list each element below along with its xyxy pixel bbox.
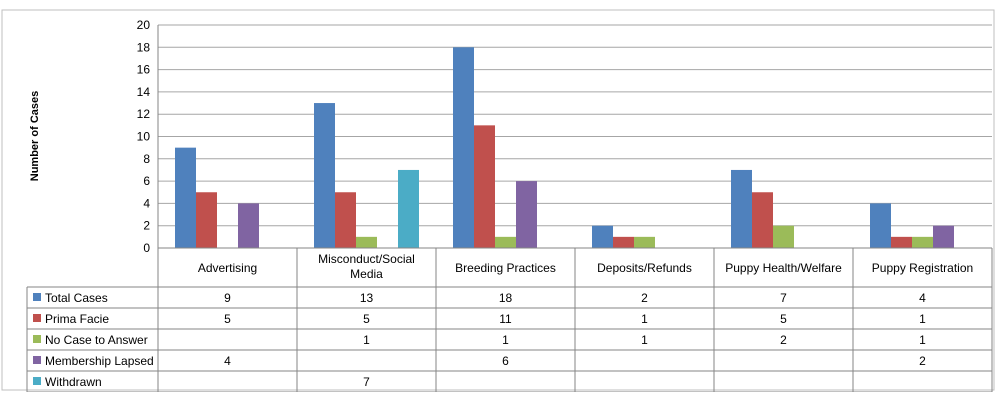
bar-total-cases: [731, 169, 752, 248]
y-tick-label: 14: [137, 85, 151, 99]
data-table-value: 1: [919, 333, 926, 347]
y-tick-label: 2: [143, 219, 150, 233]
bar-total-cases: [175, 147, 196, 248]
data-table-value: 1: [363, 333, 370, 347]
bar-prima-facie: [474, 125, 495, 248]
bar-total-cases: [870, 203, 891, 248]
bar-prima-facie: [613, 236, 634, 248]
data-table-value: 1: [641, 333, 648, 347]
x-category-label: Deposits/Refunds: [597, 261, 692, 275]
y-axis-label: Number of Cases: [29, 91, 41, 181]
bar-prima-facie: [891, 236, 912, 248]
y-tick-label: 12: [137, 107, 151, 121]
x-category-label: Misconduct/Social: [318, 252, 415, 266]
data-table-value: 5: [780, 312, 787, 326]
legend-label: No Case to Answer: [45, 333, 148, 347]
bar-membership-lapsed: [238, 203, 259, 248]
legend-label: Membership Lapsed: [45, 354, 154, 368]
y-tick-label: 18: [137, 40, 151, 54]
data-table-value: 1: [502, 333, 509, 347]
bar-prima-facie: [752, 192, 773, 248]
x-category-label: Puppy Registration: [872, 261, 973, 275]
legend-key: [33, 293, 41, 301]
bar-no-case-to-answer: [773, 225, 794, 248]
bars: [175, 47, 954, 248]
x-category-label: Advertising: [198, 261, 257, 275]
bar-prima-facie: [196, 192, 217, 248]
bar-total-cases: [453, 47, 474, 248]
data-table-value: 7: [363, 375, 370, 389]
gridlines: [158, 24, 992, 227]
legend-key: [33, 335, 41, 343]
x-category-label: Breeding Practices: [455, 261, 556, 275]
data-table-value: 7: [780, 291, 787, 305]
data-table-value: 11: [499, 312, 512, 326]
x-category-label: Media: [350, 267, 383, 281]
data-table-value: 9: [224, 291, 231, 305]
data-table-value: 6: [502, 354, 509, 368]
bar-withdrawn: [398, 169, 419, 248]
bar-no-case-to-answer: [912, 236, 933, 248]
data-table-value: 18: [499, 291, 513, 305]
data-table-value: 4: [224, 354, 231, 368]
data-table-value: 5: [224, 312, 231, 326]
data-table-value: 4: [919, 291, 926, 305]
y-tick-label: 4: [143, 196, 150, 210]
y-tick-label: 0: [143, 241, 150, 255]
bar-total-cases: [314, 103, 335, 248]
legend-key: [33, 314, 41, 322]
legend-key: [33, 356, 41, 364]
data-table-value: 5: [363, 312, 370, 326]
y-tick-label: 8: [143, 152, 150, 166]
data-table-value: 2: [919, 354, 926, 368]
bar-no-case-to-answer: [356, 236, 377, 248]
data-table-value: 2: [641, 291, 648, 305]
bar-membership-lapsed: [516, 181, 537, 248]
bar-membership-lapsed: [933, 225, 954, 248]
data-table-value: 13: [360, 291, 374, 305]
bar-total-cases: [592, 225, 613, 248]
legend-label: Total Cases: [45, 291, 108, 305]
x-category-label: Puppy Health/Welfare: [725, 261, 842, 275]
legend-label: Withdrawn: [45, 375, 102, 389]
legend-label: Prima Facie: [45, 312, 109, 326]
bar-prima-facie: [335, 192, 356, 248]
data-table-value: 2: [780, 333, 787, 347]
chart-area-border: [1, 9, 995, 391]
legend-key: [33, 377, 41, 385]
bar-no-case-to-answer: [634, 236, 655, 248]
y-tick-label: 10: [137, 130, 151, 144]
y-tick-label: 6: [143, 174, 150, 188]
data-table-value: 1: [641, 312, 648, 326]
data-table-value: 1: [919, 312, 926, 326]
y-tick-label: 16: [137, 63, 151, 77]
y-tick-label: 20: [137, 18, 151, 32]
bar-no-case-to-answer: [495, 236, 516, 248]
